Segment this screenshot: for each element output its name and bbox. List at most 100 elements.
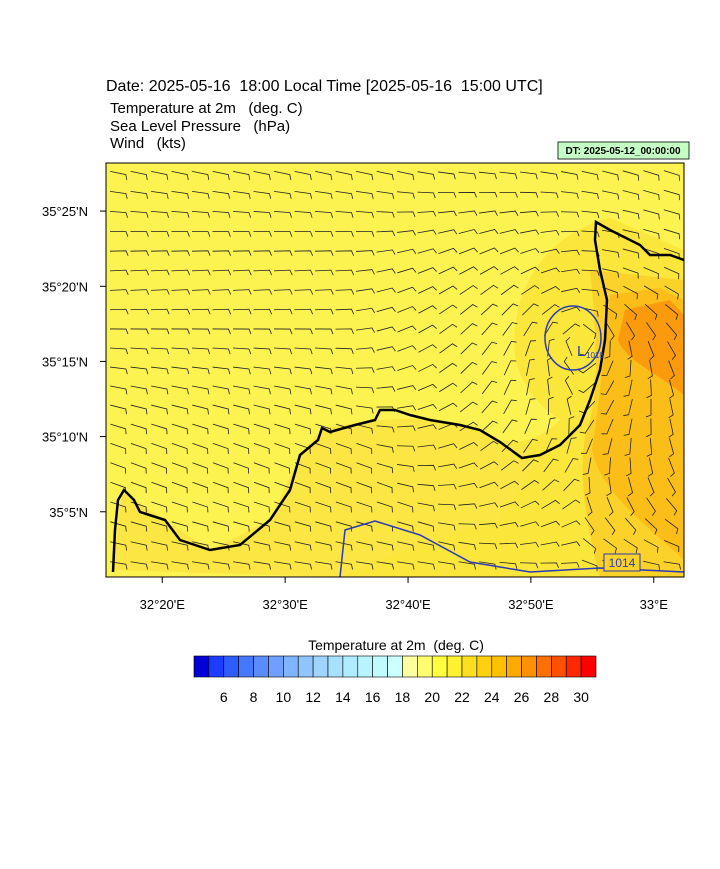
wind-barb (212, 501, 229, 513)
wind-barb (192, 191, 210, 199)
wind-barb (663, 189, 681, 201)
wind-barb (417, 404, 437, 410)
wind-barb (396, 425, 416, 431)
wind-barb (439, 382, 458, 393)
wind-barb (645, 398, 652, 418)
wind-barb (151, 191, 169, 199)
colorbar-tick-label: 14 (335, 689, 351, 705)
wind-barb (480, 284, 499, 296)
wind-barb (668, 360, 675, 380)
wind-barb (397, 541, 415, 551)
wind-barb (397, 286, 417, 294)
wind-barb (460, 361, 478, 374)
wind-barb (376, 541, 394, 551)
wind-barb (602, 268, 620, 278)
wind-barb (232, 230, 252, 237)
wind-barb (417, 383, 437, 391)
wind-barb (648, 457, 654, 477)
wind-barb (253, 521, 271, 532)
wind-barb (606, 477, 612, 496)
wind-barb (481, 380, 498, 395)
wind-barb (253, 289, 273, 295)
wind-barb (171, 501, 188, 513)
wind-barb (396, 211, 416, 218)
wind-barb (130, 385, 148, 395)
wind-barb (522, 459, 539, 472)
wind-barb (459, 421, 478, 432)
wind-barb (623, 379, 633, 397)
wind-barb (503, 341, 517, 356)
wind-barb (151, 462, 168, 474)
colorbar-swatch (372, 655, 388, 678)
wind-barb (355, 250, 375, 256)
wind-barb (355, 367, 375, 373)
wind-barb (500, 266, 519, 275)
wind-barb (192, 443, 209, 455)
wind-barb (294, 211, 313, 218)
wind-barb (191, 308, 211, 315)
wind-barb (315, 561, 333, 570)
wind-barb (376, 171, 394, 180)
wind-barb (600, 380, 615, 395)
wind-barb (417, 502, 435, 512)
wind-barb (480, 440, 499, 452)
wind-barb (544, 438, 558, 454)
wind-barb (624, 303, 638, 320)
colorbar-tick-label: 16 (365, 689, 381, 705)
wind-barb (274, 404, 291, 415)
wind-barb (294, 462, 311, 474)
wind-barb (540, 230, 560, 236)
wind-barb (109, 230, 129, 237)
colorbar-swatch (342, 655, 359, 678)
colorbar-tick-label: 24 (484, 689, 500, 705)
wind-barb (481, 341, 498, 356)
wind-barb (150, 289, 170, 295)
wind-barb (396, 445, 416, 452)
wind-barb (376, 306, 396, 313)
colorbar-tick-label: 22 (454, 689, 470, 705)
colorbar-swatch (476, 655, 493, 678)
isobar (544, 305, 602, 371)
wind-barb (151, 385, 169, 395)
wind-barb (151, 366, 169, 375)
wind-barb (418, 344, 437, 353)
wind-barb (500, 480, 519, 490)
colorbar-swatch (431, 655, 448, 678)
wind-barb (233, 385, 251, 395)
wind-barb (438, 229, 458, 235)
wind-barb (520, 266, 540, 275)
wind-barb (212, 423, 229, 435)
wind-barb (586, 496, 593, 516)
wind-barb (274, 561, 292, 570)
wind-barb (110, 404, 127, 415)
wind-barb (525, 398, 536, 415)
wind-barb (397, 521, 414, 532)
wind-barb (253, 501, 270, 513)
colorbar-tick-label: 6 (220, 689, 228, 705)
wind-barb (294, 423, 311, 435)
x-tick-label: 32°50'E (508, 597, 554, 612)
wind-barb (233, 191, 251, 199)
wind-barb (458, 171, 477, 180)
wind-barb (643, 209, 660, 220)
wind-barb (294, 250, 313, 256)
wind-barb (479, 481, 499, 489)
wind-barb (110, 385, 128, 395)
wind-barb (479, 210, 498, 216)
wind-barb (273, 211, 292, 218)
wind-barb (171, 328, 190, 335)
wind-barb (459, 442, 478, 450)
colorbar-swatch (357, 655, 373, 678)
wind-barb (315, 541, 333, 551)
wind-barb (356, 191, 374, 199)
wind-barb (520, 500, 540, 509)
wind-barb (376, 326, 396, 332)
wind-barb (547, 376, 553, 396)
wind-barb (581, 190, 599, 200)
wind-barb (191, 250, 211, 256)
wind-barb (565, 337, 573, 357)
wind-barb (663, 561, 681, 570)
wind-barb (171, 347, 190, 355)
wind-barb (581, 269, 600, 277)
colorbar-swatch (253, 655, 269, 678)
